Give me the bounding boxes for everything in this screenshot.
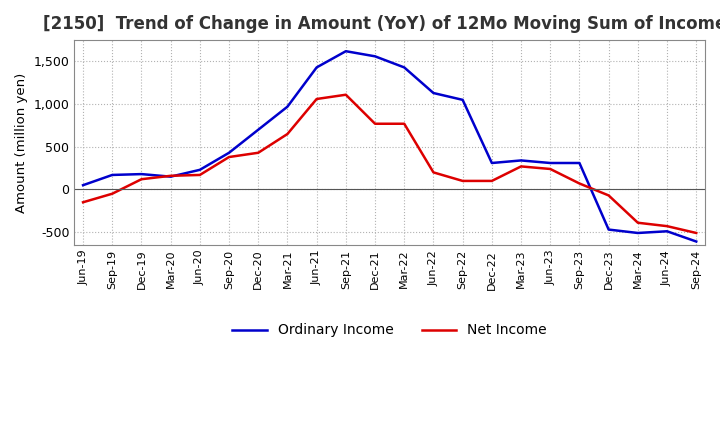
Legend: Ordinary Income, Net Income: Ordinary Income, Net Income (227, 317, 553, 342)
Ordinary Income (575, 160, 584, 165)
Net Income (662, 224, 671, 229)
Ordinary Income (312, 65, 321, 70)
Line: Ordinary Income: Ordinary Income (83, 51, 696, 242)
Net Income (283, 132, 292, 137)
Net Income (400, 121, 408, 126)
Ordinary Income (254, 127, 263, 132)
Net Income (487, 178, 496, 183)
Net Income (225, 154, 233, 160)
Ordinary Income (371, 54, 379, 59)
Net Income (254, 150, 263, 155)
Net Income (341, 92, 350, 97)
Y-axis label: Amount (million yen): Amount (million yen) (15, 73, 28, 213)
Net Income (634, 220, 642, 225)
Net Income (108, 191, 117, 196)
Net Income (546, 166, 554, 172)
Line: Net Income: Net Income (83, 95, 696, 233)
Ordinary Income (78, 183, 87, 188)
Ordinary Income (166, 174, 175, 179)
Net Income (575, 181, 584, 186)
Ordinary Income (137, 172, 145, 177)
Net Income (78, 200, 87, 205)
Net Income (459, 178, 467, 183)
Ordinary Income (634, 231, 642, 236)
Ordinary Income (108, 172, 117, 178)
Ordinary Income (400, 65, 408, 70)
Ordinary Income (225, 150, 233, 155)
Ordinary Income (341, 48, 350, 54)
Ordinary Income (487, 160, 496, 165)
Net Income (517, 164, 526, 169)
Net Income (371, 121, 379, 126)
Net Income (429, 170, 438, 175)
Ordinary Income (546, 160, 554, 165)
Net Income (196, 172, 204, 178)
Ordinary Income (517, 158, 526, 163)
Net Income (312, 96, 321, 102)
Title: [2150]  Trend of Change in Amount (YoY) of 12Mo Moving Sum of Incomes: [2150] Trend of Change in Amount (YoY) o… (43, 15, 720, 33)
Ordinary Income (283, 104, 292, 109)
Net Income (166, 173, 175, 179)
Ordinary Income (604, 227, 613, 232)
Net Income (692, 231, 701, 236)
Ordinary Income (692, 239, 701, 244)
Ordinary Income (196, 167, 204, 172)
Net Income (137, 176, 145, 182)
Ordinary Income (429, 90, 438, 95)
Ordinary Income (662, 229, 671, 234)
Net Income (604, 193, 613, 198)
Ordinary Income (459, 97, 467, 103)
